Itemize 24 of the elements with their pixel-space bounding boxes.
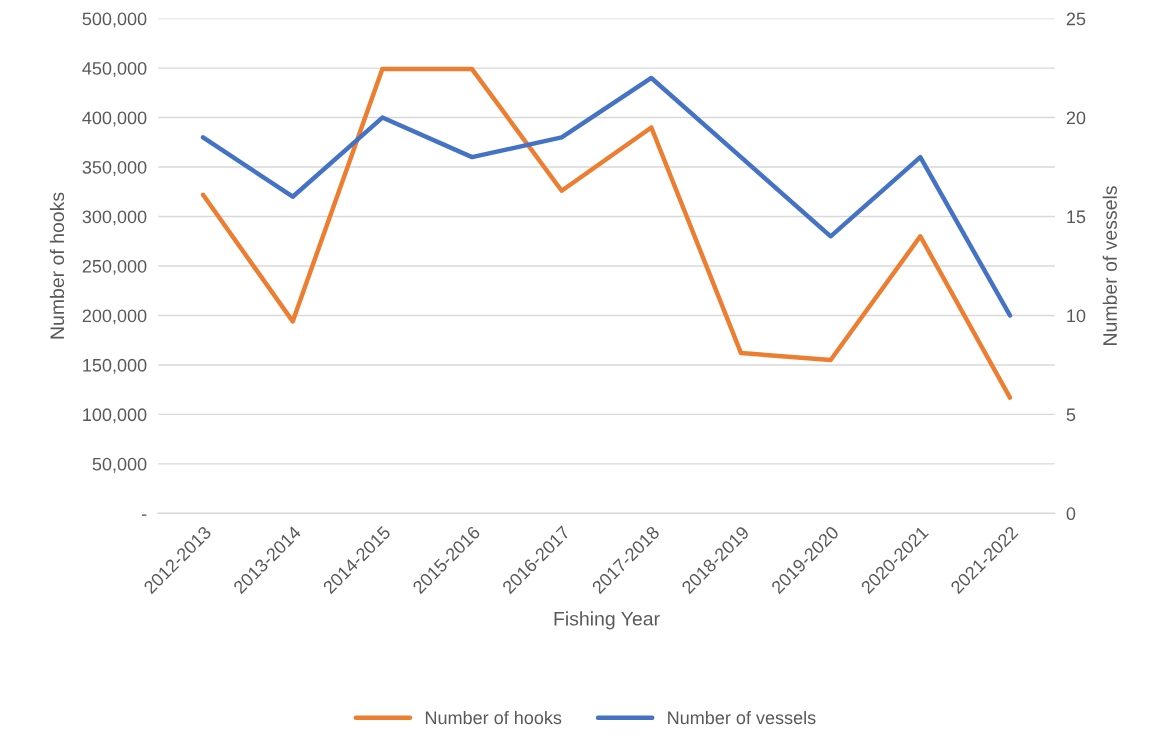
y-tick-label: 100,000 — [83, 408, 147, 424]
y-tick-label: 400,000 — [82, 111, 147, 127]
x-axis-title: Fishing Year — [554, 611, 660, 630]
y2-tick-label: 5 — [1066, 408, 1076, 422]
y2-tick-label: 25 — [1066, 12, 1086, 26]
legend-label: Number of vessels — [668, 710, 816, 725]
y-tick-label: 50,000 — [92, 457, 147, 473]
y-tick-label: 300,000 — [82, 210, 147, 226]
y2-axis-title: Number of vessels — [1102, 186, 1117, 345]
y2-tick-label: 15 — [1067, 210, 1086, 224]
y-tick-label: 200,000 — [82, 309, 147, 325]
y-tick-label: 500,000 — [82, 12, 147, 28]
y-tick-label: 150,000 — [83, 358, 147, 374]
y-axis-title: Number of hooks — [49, 192, 65, 339]
y-tick-label: 450,000 — [82, 62, 147, 77]
legend-label: Number of hooks — [425, 710, 562, 725]
line-series — [200, 75, 1013, 318]
y-tick-label: 250,000 — [82, 259, 147, 275]
line-series — [200, 66, 1013, 400]
y-tick-label: 350,000 — [82, 160, 147, 176]
y-tick-label: - — [141, 514, 147, 516]
y2-tick-label: 20 — [1066, 111, 1086, 125]
y2-tick-label: 0 — [1066, 507, 1076, 521]
y2-tick-label: 10 — [1067, 309, 1086, 323]
